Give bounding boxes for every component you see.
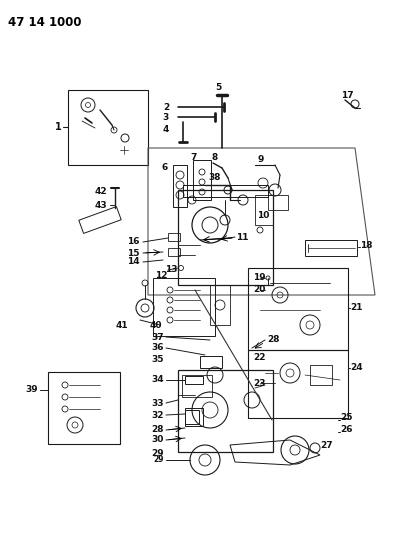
Text: 33: 33: [152, 399, 164, 408]
Bar: [185, 408, 203, 426]
Bar: [79, 207, 121, 233]
Text: 5: 5: [215, 84, 221, 93]
Text: 37: 37: [151, 333, 164, 342]
Text: 23: 23: [253, 378, 266, 387]
Text: 43: 43: [95, 200, 107, 209]
Text: 6: 6: [162, 164, 168, 173]
Text: 36: 36: [152, 343, 164, 352]
Text: 38: 38: [208, 173, 220, 182]
Bar: [173, 165, 187, 207]
Text: 10: 10: [257, 211, 269, 220]
Bar: [68, 90, 148, 165]
Text: 14: 14: [127, 257, 140, 266]
Text: 29: 29: [151, 448, 164, 457]
Text: 20: 20: [253, 286, 266, 295]
Text: 22: 22: [253, 353, 266, 362]
Text: 28: 28: [267, 335, 279, 344]
Bar: [185, 410, 199, 424]
Text: 9: 9: [257, 156, 263, 165]
Bar: [183, 185, 268, 197]
Text: 47 14 1000: 47 14 1000: [8, 15, 81, 28]
Text: 2: 2: [163, 102, 169, 111]
Text: 19: 19: [253, 273, 266, 282]
Bar: [310, 365, 332, 385]
Text: 4: 4: [163, 125, 169, 134]
Bar: [185, 376, 203, 384]
Text: 35: 35: [152, 356, 164, 365]
Text: 18: 18: [360, 240, 372, 249]
Bar: [178, 370, 273, 452]
Text: 30: 30: [152, 435, 164, 445]
Bar: [305, 240, 357, 256]
Bar: [193, 160, 211, 200]
Bar: [182, 375, 212, 397]
Text: 8: 8: [212, 154, 218, 163]
Bar: [178, 190, 273, 285]
Text: 11: 11: [236, 232, 249, 241]
Text: 32: 32: [152, 410, 164, 419]
Text: 13: 13: [165, 265, 178, 274]
Bar: [268, 195, 288, 210]
Bar: [248, 268, 348, 350]
Bar: [200, 356, 222, 368]
Bar: [210, 285, 230, 325]
Text: 15: 15: [127, 248, 140, 257]
Bar: [153, 278, 215, 336]
Text: 16: 16: [127, 238, 140, 246]
Text: 24: 24: [350, 364, 363, 373]
Text: 39: 39: [25, 385, 38, 394]
Bar: [255, 195, 273, 225]
Text: 21: 21: [350, 303, 363, 312]
Text: 7: 7: [191, 154, 197, 163]
Text: 17: 17: [341, 91, 353, 100]
Text: 40: 40: [150, 320, 162, 329]
Text: 3: 3: [163, 112, 169, 122]
Text: 27: 27: [320, 440, 332, 449]
Text: 1: 1: [55, 122, 62, 132]
Text: 34: 34: [151, 376, 164, 384]
Bar: [168, 248, 180, 256]
Text: 41: 41: [115, 320, 128, 329]
Text: 28: 28: [152, 425, 164, 434]
Text: 26: 26: [340, 425, 353, 434]
Bar: [48, 372, 120, 444]
Text: 42: 42: [95, 188, 107, 197]
Bar: [248, 350, 348, 418]
Text: 12: 12: [155, 271, 168, 280]
Bar: [168, 233, 180, 241]
Text: 25: 25: [340, 414, 353, 423]
Text: 29: 29: [153, 456, 164, 464]
